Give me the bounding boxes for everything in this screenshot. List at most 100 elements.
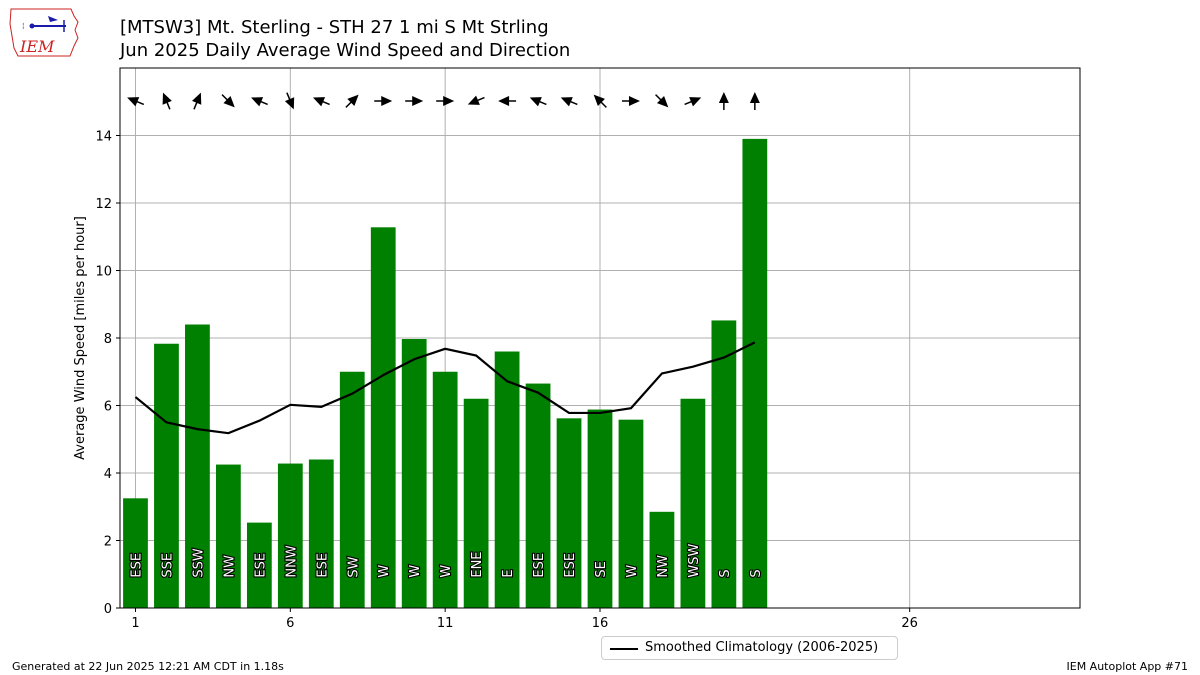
direction-label-day-11: W <box>439 565 454 578</box>
bar-day-1 <box>123 498 148 608</box>
bar-day-19 <box>680 398 706 608</box>
bar-day-15 <box>556 418 582 608</box>
legend-climatology-label: Smoothed Climatology (2006-2025) <box>645 640 879 655</box>
direction-arrow-day-20 <box>718 92 729 110</box>
bar-day-10 <box>401 339 427 608</box>
direction-arrow-day-16 <box>593 94 607 108</box>
direction-arrow-day-18 <box>655 94 669 108</box>
bar-day-20 <box>711 320 737 608</box>
y-tick-label: 12 <box>95 197 112 212</box>
x-tick-label: 6 <box>286 616 294 631</box>
bar-day-11 <box>432 371 458 608</box>
direction-arrow-day-3 <box>192 92 202 110</box>
bar-day-8 <box>339 371 365 608</box>
iem-logo: ¦ IEM <box>8 6 80 60</box>
direction-label-day-18: NW <box>656 555 671 578</box>
arrow-head <box>593 94 605 106</box>
y-tick-label: 10 <box>95 265 112 280</box>
direction-arrow-day-4 <box>221 94 235 108</box>
x-tick-label: 16 <box>592 616 609 631</box>
arrow-head <box>381 96 393 106</box>
y-tick-label: 8 <box>104 332 112 347</box>
direction-label-day-13: E <box>501 569 516 577</box>
chart-title-line1: [MTSW3] Mt. Sterling - STH 27 1 mi S Mt … <box>120 17 549 38</box>
arrow-head <box>192 92 202 105</box>
legend-climatology-swatch <box>610 648 638 650</box>
direction-arrow-day-5 <box>251 97 268 107</box>
y-tick-label: 2 <box>104 535 112 550</box>
arrow-head <box>223 96 235 108</box>
arrow-head <box>127 97 140 107</box>
arrow-head <box>412 96 424 106</box>
direction-arrow-day-9 <box>374 96 393 106</box>
direction-label-day-9: W <box>377 565 392 578</box>
direction-label-day-8: SW <box>346 556 361 577</box>
direction-arrow-day-19 <box>684 97 702 107</box>
direction-arrow-day-15 <box>560 97 578 107</box>
direction-label-day-4: NW <box>222 555 237 578</box>
direction-label-day-2: SSE <box>160 553 175 578</box>
direction-arrow-day-17 <box>621 96 640 106</box>
direction-label-day-6: NNW <box>284 545 299 577</box>
arrow-head <box>560 97 573 107</box>
direction-arrow-day-1 <box>127 97 145 107</box>
x-tick-label: 11 <box>437 616 454 631</box>
x-tick-label: 26 <box>901 616 918 631</box>
svg-text:¦: ¦ <box>22 22 24 30</box>
direction-label-day-1: ESE <box>129 553 144 578</box>
arrow-head <box>529 97 542 107</box>
bar-day-16 <box>587 409 613 608</box>
direction-arrow-day-14 <box>529 97 547 107</box>
direction-arrow-day-10 <box>405 96 424 106</box>
arrow-head <box>251 97 264 107</box>
direction-arrow-day-11 <box>436 96 455 106</box>
arrow-head <box>689 97 702 107</box>
generated-timestamp: Generated at 22 Jun 2025 12:21 AM CDT in… <box>12 660 284 673</box>
bar-day-17 <box>618 419 644 608</box>
arrow-head <box>498 96 510 106</box>
arrow-head <box>443 96 455 106</box>
direction-arrow-day-7 <box>312 97 330 107</box>
direction-label-day-15: ESE <box>563 553 578 578</box>
arrow-head <box>284 97 295 110</box>
direction-arrow-day-13 <box>498 96 517 106</box>
arrow-head <box>656 96 669 108</box>
arrow-head <box>718 92 729 103</box>
direction-label-day-7: ESE <box>315 553 330 578</box>
bar-day-21 <box>742 138 768 608</box>
direction-arrow-day-21 <box>749 92 760 110</box>
direction-label-day-5: ESE <box>253 553 268 578</box>
direction-arrow-day-8 <box>345 94 359 108</box>
direction-label-day-14: ESE <box>532 553 547 578</box>
chart-title-line2: Jun 2025 Daily Average Wind Speed and Di… <box>120 40 571 61</box>
bar-day-18 <box>649 511 675 608</box>
y-axis-label: Average Wind Speed [miles per hour] <box>73 216 88 460</box>
y-tick-label: 4 <box>104 467 112 482</box>
bar-day-2 <box>154 343 179 608</box>
direction-label-day-19: WSW <box>687 544 702 578</box>
direction-label-day-20: S <box>718 569 733 577</box>
bar-day-13 <box>494 351 520 608</box>
bar-day-4 <box>216 464 241 608</box>
bar-day-7 <box>308 459 334 608</box>
y-tick-label: 14 <box>95 130 112 145</box>
climatology-line <box>134 341 756 435</box>
direction-label-day-16: SE <box>594 561 609 577</box>
bar-day-9 <box>370 227 396 609</box>
direction-label-day-3: SSW <box>191 548 206 578</box>
y-tick-label: 0 <box>104 602 112 617</box>
legend: Smoothed Climatology (2006-2025) <box>601 636 898 660</box>
bar-day-12 <box>463 398 489 608</box>
arrow-head <box>749 92 760 103</box>
direction-label-day-21: S <box>749 569 764 577</box>
bar-day-14 <box>525 383 551 608</box>
y-tick-label: 6 <box>104 400 112 415</box>
direction-arrow-day-6 <box>284 92 295 110</box>
bar-day-6 <box>277 463 303 608</box>
direction-arrow-day-12 <box>467 95 485 105</box>
logo-text: IEM <box>19 37 55 56</box>
arrow-head <box>162 92 172 105</box>
app-id: IEM Autoplot App #71 <box>1066 660 1189 673</box>
x-tick-label: 1 <box>131 616 139 631</box>
